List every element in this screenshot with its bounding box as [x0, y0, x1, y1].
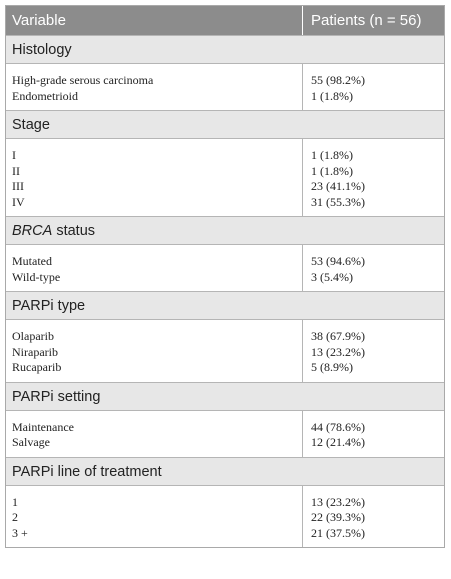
label-column: Mutated Wild-type: [6, 245, 303, 291]
row-label: 1: [12, 494, 18, 509]
patient-characteristics-table: Variable Patients (n = 56) Histology Hig…: [5, 5, 445, 548]
row-value: 55 (98.2%): [311, 73, 365, 87]
value-column: 1 (1.8%) 1 (1.8%) 23 (41.1%) 31 (55.3%): [303, 139, 444, 216]
row-value: 31 (55.3%): [311, 194, 365, 209]
row-value: 22 (39.3%): [311, 510, 365, 524]
row-value: 1 (1.8%): [311, 148, 353, 162]
label-column: I II III IV: [6, 139, 303, 216]
row-label: Olaparib: [12, 329, 54, 343]
section-parpi-line: PARPi line of treatment: [6, 456, 444, 486]
row-value: 1 (1.8%): [311, 163, 353, 178]
row-value: 53 (94.6%): [311, 254, 365, 268]
section-parpi-line-body: 1 2 3 + 13 (23.2%) 22 (39.3%) 21 (37.5%): [6, 485, 444, 548]
row-value: 38 (67.9%): [311, 329, 365, 343]
row-value: 5 (8.9%): [311, 360, 353, 374]
section-parpi-setting-body: Maintenance Salvage 44 (78.6%) 12 (21.4%…: [6, 410, 444, 457]
table-header: Variable Patients (n = 56): [6, 6, 444, 35]
row-label: Endometrioid: [12, 88, 78, 103]
brca-title-rest: status: [52, 223, 96, 239]
value-column: 38 (67.9%) 13 (23.2%) 5 (8.9%): [303, 320, 444, 382]
header-variable: Variable: [6, 6, 303, 35]
row-value: 3 (5.4%): [311, 269, 353, 284]
section-histology: Histology: [6, 35, 444, 64]
row-label: Rucaparib: [12, 360, 62, 374]
value-column: 13 (23.2%) 22 (39.3%) 21 (37.5%): [303, 486, 444, 548]
label-column: 1 2 3 +: [6, 485, 303, 547]
row-label: Maintenance: [12, 419, 74, 434]
row-value: 1 (1.8%): [311, 88, 353, 103]
value-column: 53 (94.6%) 3 (5.4%): [303, 245, 444, 291]
row-label: Niraparib: [12, 344, 58, 359]
section-stage: Stage: [6, 110, 444, 139]
section-parpi-type-body: Olaparib Niraparib Rucaparib 38 (67.9%) …: [6, 320, 444, 382]
row-value: 12 (21.4%): [311, 435, 365, 449]
value-column: 44 (78.6%) 12 (21.4%): [303, 411, 444, 457]
section-brca-body: Mutated Wild-type 53 (94.6%) 3 (5.4%): [6, 245, 444, 291]
row-value: 13 (23.2%): [311, 494, 365, 509]
section-parpi-type: PARPi type: [6, 291, 444, 320]
row-label: I: [12, 148, 16, 162]
label-column: Olaparib Niraparib Rucaparib: [6, 320, 303, 382]
row-label: III: [12, 179, 24, 193]
row-value: 44 (78.6%): [311, 419, 365, 434]
header-patients: Patients (n = 56): [311, 12, 422, 29]
brca-italic: BRCA: [12, 223, 53, 239]
row-label: Mutated: [12, 254, 52, 268]
section-histology-body: High-grade serous carcinoma Endometrioid…: [6, 64, 444, 110]
label-column: High-grade serous carcinoma Endometrioid: [6, 64, 303, 110]
row-value: 23 (41.1%): [311, 179, 365, 193]
row-value: 13 (23.2%): [311, 344, 365, 359]
value-column: 55 (98.2%) 1 (1.8%): [303, 64, 444, 110]
row-label: 3 +: [12, 525, 28, 540]
row-label: II: [12, 163, 20, 178]
row-label: Salvage: [12, 435, 50, 449]
row-label: 2: [12, 510, 18, 524]
row-label: Wild-type: [12, 269, 61, 284]
row-value: 21 (37.5%): [311, 525, 365, 540]
label-column: Maintenance Salvage: [6, 410, 303, 457]
row-label: IV: [12, 194, 25, 209]
section-stage-body: I II III IV 1 (1.8%) 1 (1.8%) 23 (41.1%)…: [6, 139, 444, 216]
row-label: High-grade serous carcinoma: [12, 73, 154, 87]
section-brca-status: BRCA status: [6, 216, 444, 245]
section-parpi-setting: PARPi setting: [6, 381, 444, 411]
